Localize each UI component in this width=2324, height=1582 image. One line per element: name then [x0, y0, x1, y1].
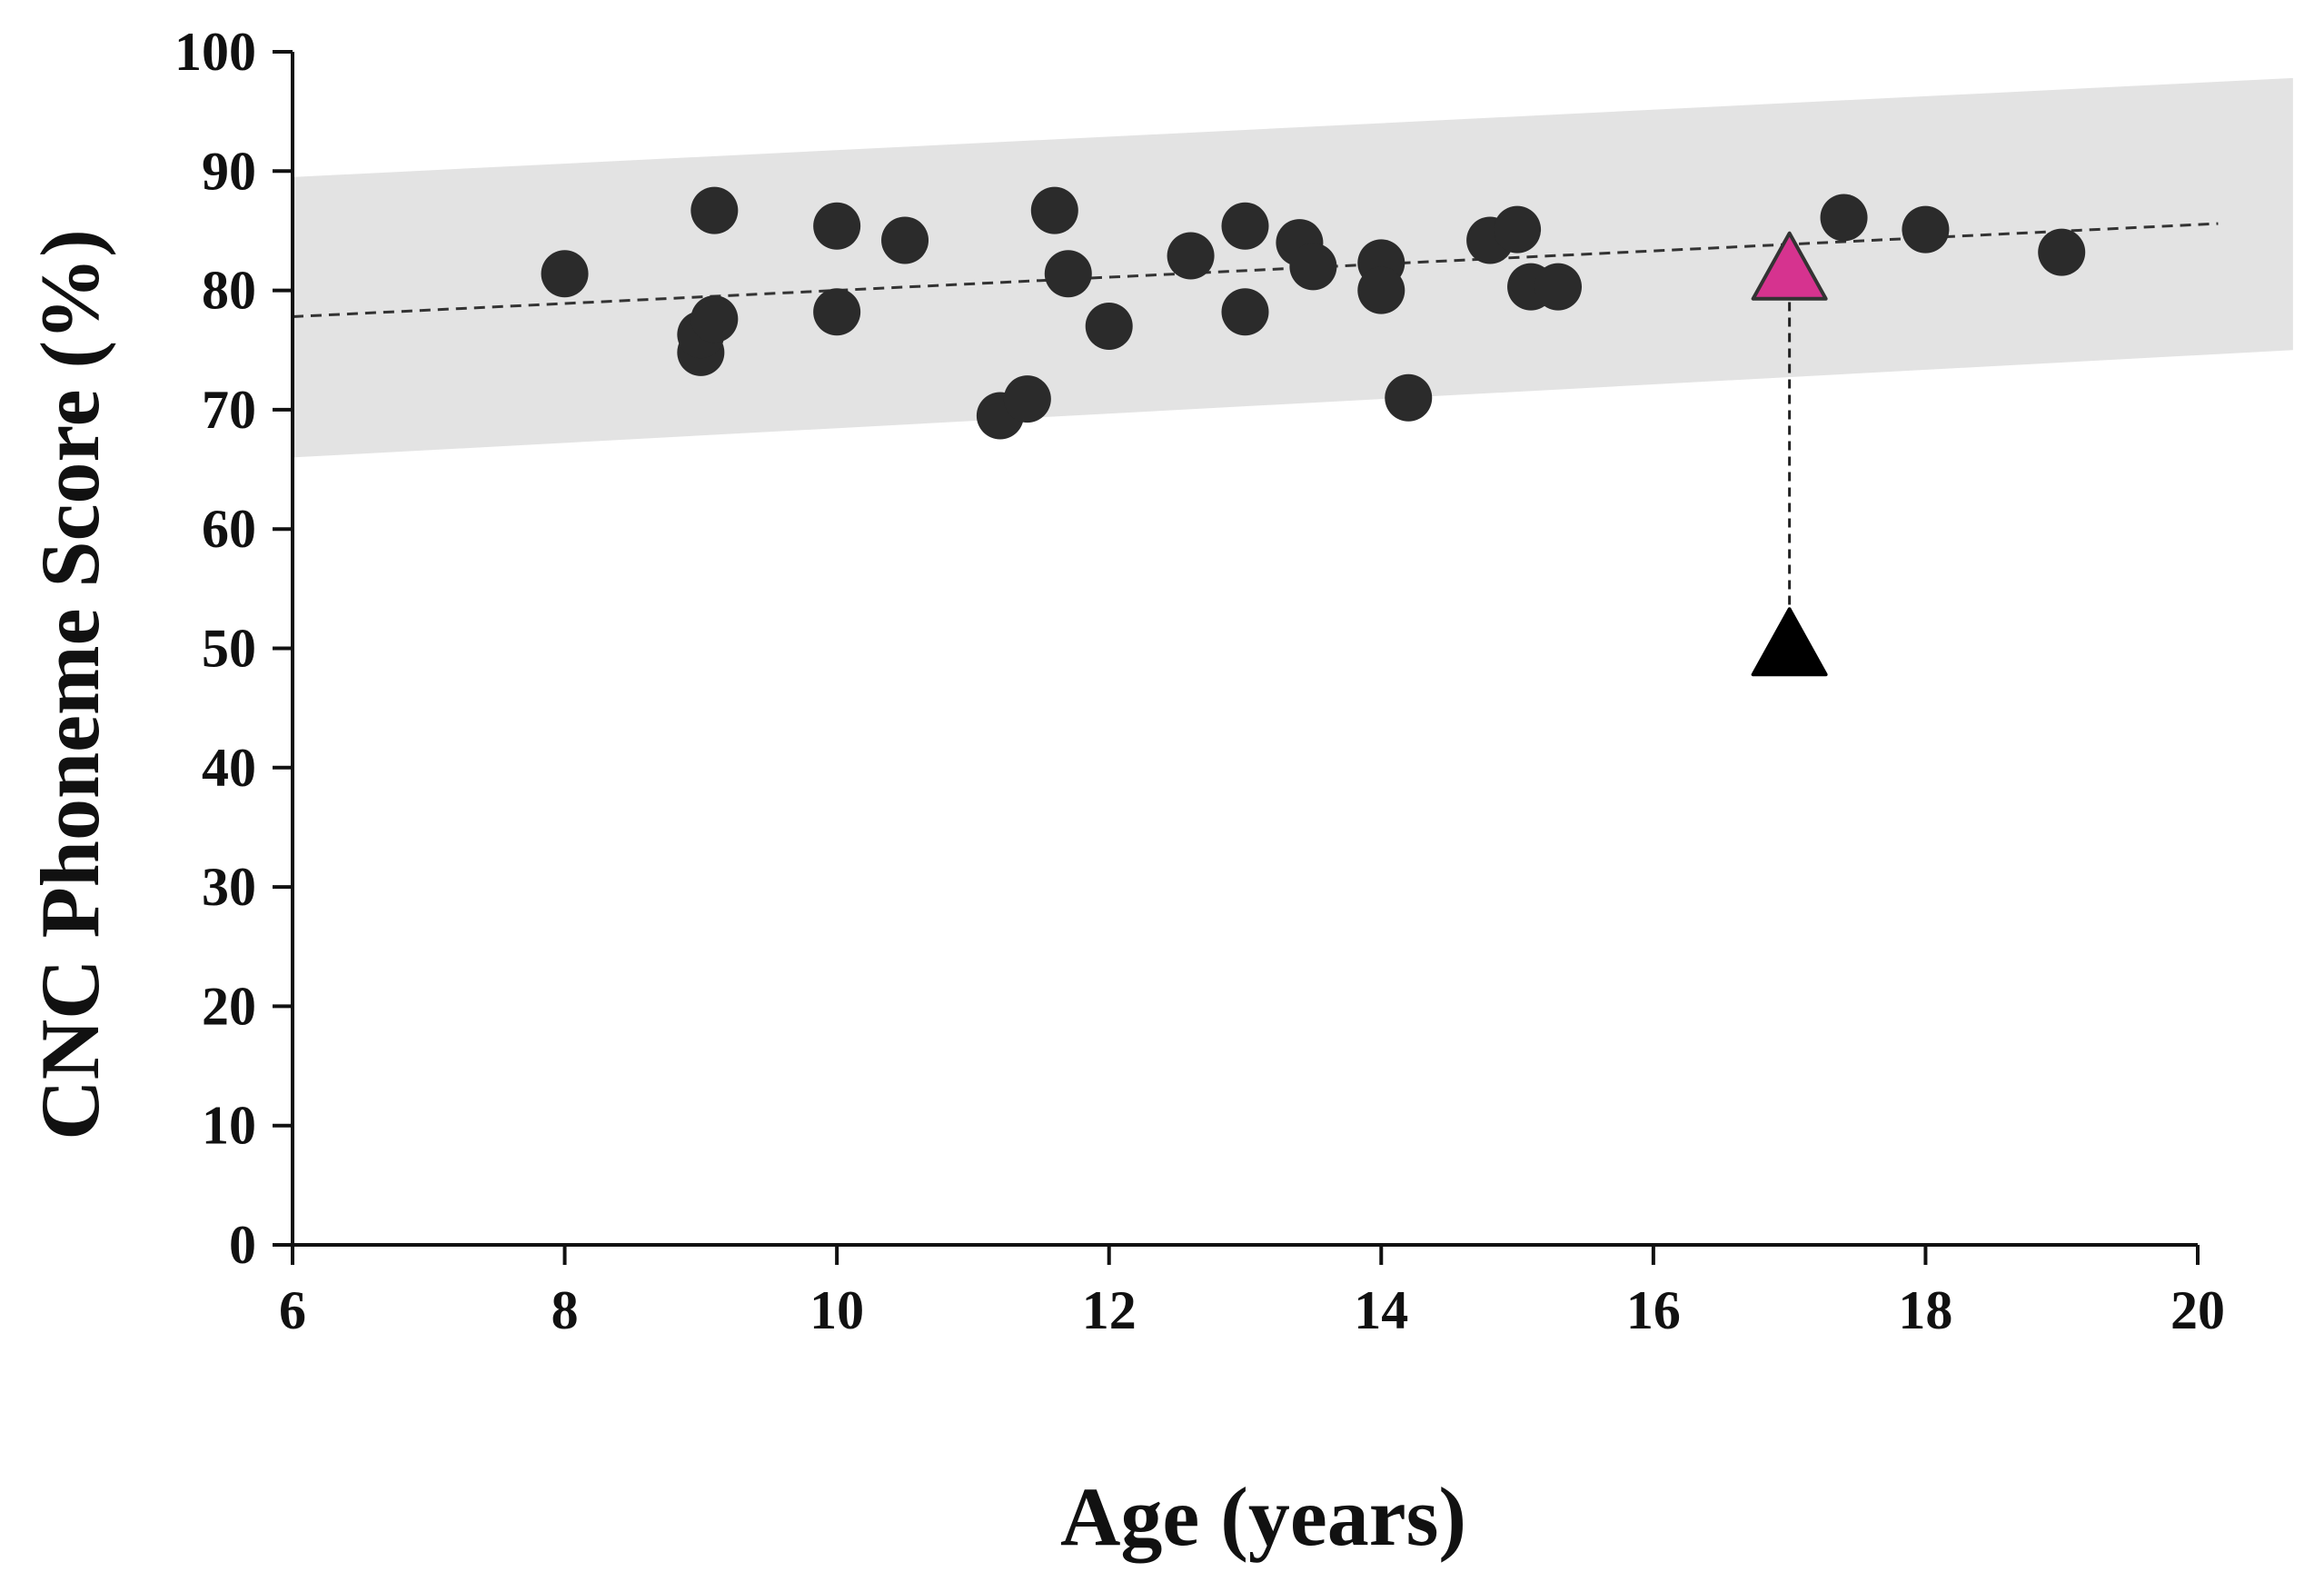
y-tick-label: 40: [202, 738, 256, 798]
y-tick-label: 30: [202, 857, 256, 917]
y-tick-label: 80: [202, 261, 256, 321]
data-point: [1221, 202, 1269, 250]
y-tick-label: 70: [202, 380, 256, 440]
case-pre-triangle: [1751, 607, 1828, 677]
data-point: [1534, 263, 1583, 311]
x-tick-label: 20: [2170, 1280, 2225, 1340]
data-point: [1085, 302, 1133, 350]
trend-line: [292, 222, 2219, 318]
x-tick-label: 8: [551, 1280, 579, 1340]
data-point: [1003, 375, 1051, 423]
data-point: [1494, 205, 1542, 254]
case-post-triangle: [1751, 231, 1828, 301]
x-tick-label: 6: [279, 1280, 306, 1340]
y-axis-title: CNC Phoneme Score (%): [24, 229, 116, 1139]
y-tick-label: 50: [202, 619, 256, 679]
y-tick-label: 60: [202, 499, 256, 559]
data-point: [813, 202, 861, 250]
data-point: [541, 250, 589, 298]
data-point: [1221, 288, 1269, 336]
x-tick-label: 18: [1898, 1280, 1952, 1340]
x-axis-title: Age (years): [1060, 1470, 1466, 1563]
data-point: [1385, 373, 1433, 422]
y-tick-label: 0: [229, 1215, 256, 1275]
y-tick-label: 90: [202, 141, 256, 201]
data-point: [813, 288, 861, 336]
data-point: [1902, 205, 1950, 254]
data-point: [1820, 194, 1868, 242]
data-point: [1289, 243, 1337, 291]
y-tick-label: 20: [202, 976, 256, 1036]
data-point: [690, 186, 739, 234]
x-tick-label: 10: [809, 1280, 864, 1340]
data-point: [1167, 232, 1215, 280]
data-point: [1044, 250, 1092, 298]
data-point: [690, 295, 739, 343]
data-point: [2038, 228, 2086, 276]
data-point: [881, 216, 929, 264]
data-point: [1357, 266, 1405, 314]
y-tick-label: 100: [174, 22, 256, 82]
y-tick-label: 10: [202, 1096, 256, 1156]
x-tick-label: 16: [1626, 1280, 1681, 1340]
x-tick-label: 12: [1082, 1280, 1137, 1340]
x-tick-label: 14: [1354, 1280, 1408, 1340]
data-point: [1030, 186, 1078, 234]
